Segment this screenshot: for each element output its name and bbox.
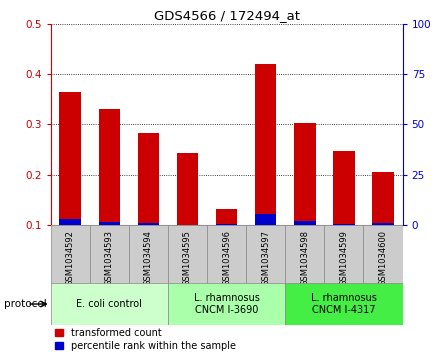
Bar — [285, 283, 403, 325]
Bar — [324, 225, 363, 285]
Text: GSM1034597: GSM1034597 — [261, 230, 270, 286]
Bar — [51, 225, 90, 285]
Legend: transformed count, percentile rank within the sample: transformed count, percentile rank withi… — [55, 328, 236, 351]
Bar — [372, 223, 394, 276]
Bar — [99, 109, 120, 276]
Bar — [255, 214, 276, 276]
Bar — [168, 225, 207, 285]
Bar — [246, 225, 285, 285]
Bar — [216, 224, 237, 276]
Title: GDS4566 / 172494_at: GDS4566 / 172494_at — [154, 9, 300, 23]
Bar — [138, 223, 159, 276]
Bar — [285, 225, 324, 285]
Text: GSM1034593: GSM1034593 — [105, 230, 114, 286]
Bar — [294, 221, 315, 276]
Bar — [129, 225, 168, 285]
Bar — [177, 225, 198, 276]
Text: GSM1034596: GSM1034596 — [222, 230, 231, 286]
Bar — [207, 225, 246, 285]
Text: L. rhamnosus
CNCM I-4317: L. rhamnosus CNCM I-4317 — [311, 293, 377, 315]
Text: GSM1034595: GSM1034595 — [183, 230, 192, 286]
Text: GSM1034594: GSM1034594 — [144, 230, 153, 286]
Bar — [294, 123, 315, 276]
Text: GSM1034598: GSM1034598 — [301, 230, 309, 286]
Bar — [372, 172, 394, 276]
Bar — [59, 219, 81, 276]
Text: GSM1034600: GSM1034600 — [378, 230, 388, 286]
Bar — [177, 153, 198, 276]
Bar — [168, 283, 285, 325]
Bar — [99, 221, 120, 276]
Text: L. rhamnosus
CNCM I-3690: L. rhamnosus CNCM I-3690 — [194, 293, 260, 315]
Bar — [216, 209, 237, 276]
Bar — [51, 283, 168, 325]
Bar — [90, 225, 129, 285]
Text: GSM1034592: GSM1034592 — [66, 230, 75, 286]
Bar — [138, 133, 159, 276]
Bar — [255, 64, 276, 276]
Bar — [333, 151, 355, 276]
Bar — [363, 225, 403, 285]
Bar — [59, 91, 81, 276]
Text: protocol: protocol — [4, 299, 47, 309]
Text: E. coli control: E. coli control — [76, 299, 142, 309]
Text: GSM1034599: GSM1034599 — [339, 230, 348, 286]
Bar — [333, 224, 355, 276]
